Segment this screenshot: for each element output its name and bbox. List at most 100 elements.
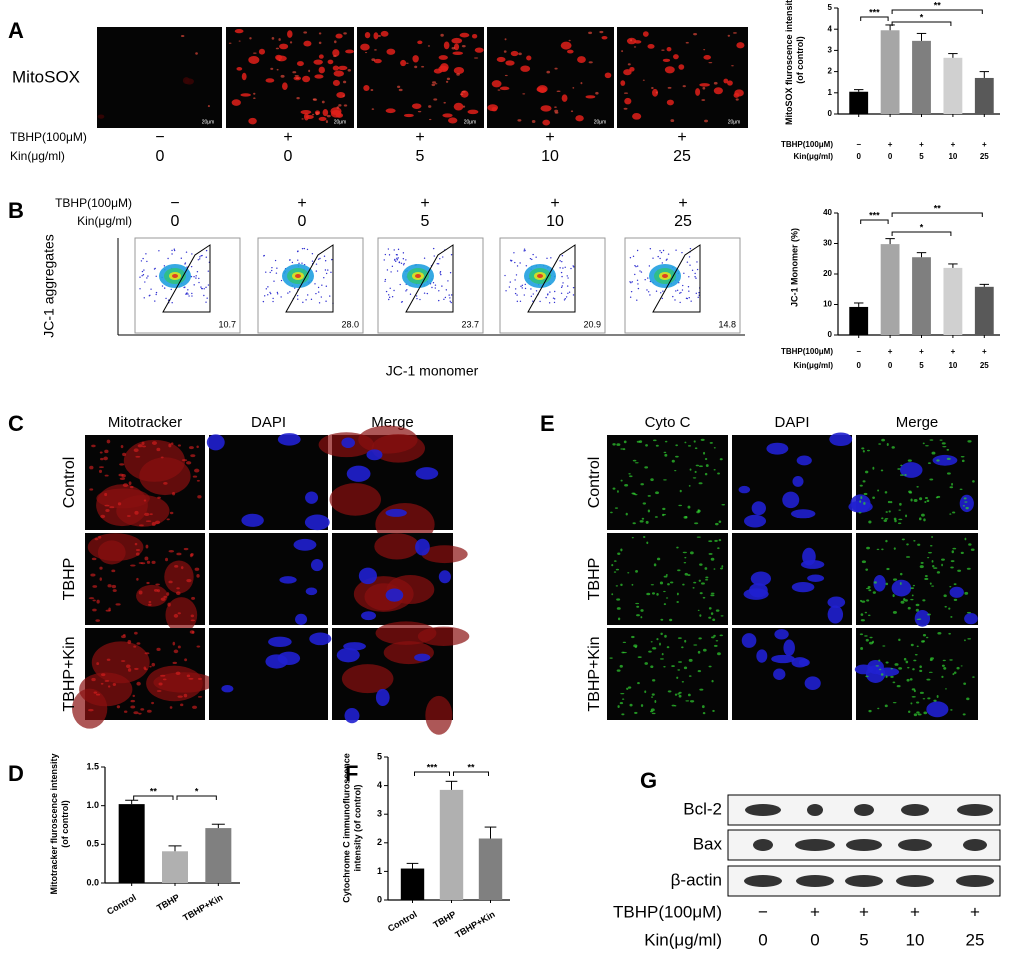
cell: [194, 468, 200, 473]
cell: [894, 519, 897, 523]
cell: [697, 670, 702, 673]
bar: [912, 40, 931, 114]
event-dot: [637, 283, 639, 285]
cell: [693, 440, 696, 443]
event-dot: [681, 251, 683, 254]
cell: [919, 497, 923, 501]
event-dot: [145, 253, 147, 255]
event-dot: [297, 298, 299, 300]
cell: [134, 667, 139, 670]
cell: [878, 668, 882, 671]
cell: [688, 658, 693, 662]
cell: [296, 96, 300, 100]
cell: [656, 592, 659, 596]
cell: [561, 94, 568, 102]
cell: [892, 681, 896, 684]
cell: [197, 677, 203, 680]
cell: [676, 601, 679, 604]
event-dot: [329, 295, 331, 297]
event-dot: [291, 261, 294, 264]
cell: [685, 41, 689, 44]
event-dot: [142, 257, 144, 260]
event-dot: [317, 258, 320, 260]
cell: [640, 609, 644, 612]
cell: [119, 477, 126, 480]
event-dot: [193, 276, 195, 278]
cell: [694, 522, 699, 525]
cell: [554, 109, 559, 113]
event-dot: [306, 294, 309, 296]
cell: [894, 663, 899, 666]
cell: [612, 487, 616, 490]
cell: [727, 34, 731, 37]
cell: [183, 547, 189, 551]
cell: [241, 513, 264, 527]
cell: [151, 662, 156, 667]
cell: [891, 579, 912, 597]
row-label: Control: [586, 457, 603, 509]
cell: [664, 66, 675, 74]
event-dot: [149, 294, 151, 297]
cell: [713, 81, 718, 85]
cell: [627, 686, 632, 689]
error-bar: [406, 862, 419, 869]
event-dot: [560, 292, 563, 295]
cell: [936, 571, 941, 574]
cell: [623, 440, 627, 444]
event-dot: [203, 294, 205, 297]
cell: [666, 646, 670, 649]
cell: [968, 543, 972, 546]
x-tick-label: −: [856, 347, 861, 356]
cell: [303, 112, 309, 121]
event-dot: [694, 276, 696, 278]
bar: [912, 257, 931, 335]
cell: [732, 32, 737, 34]
x-tick-label: +: [919, 140, 924, 149]
cell: [271, 36, 275, 40]
cell: [134, 510, 139, 515]
micrograph: [209, 628, 328, 720]
cell: [893, 517, 897, 521]
cell: [385, 588, 404, 602]
cell: [703, 451, 706, 455]
cell: [617, 490, 619, 493]
cell: [943, 594, 947, 598]
cell: [143, 499, 147, 502]
cell: [619, 702, 624, 705]
event-dot: [142, 274, 145, 276]
event-dot: [530, 295, 533, 298]
cell: [135, 455, 141, 458]
error-bar: [979, 71, 990, 78]
cell: [911, 688, 916, 691]
event-dot: [298, 262, 300, 265]
bar: [478, 838, 503, 900]
cell: [905, 660, 909, 664]
cell: [405, 62, 409, 65]
cell: [162, 678, 167, 681]
event-dot: [553, 301, 556, 304]
column-header: Mitotracker: [108, 414, 182, 431]
x-tick-label: 0: [888, 152, 893, 161]
cell: [228, 42, 232, 44]
scale-bar-label: 20μm: [594, 119, 607, 125]
treatment-label: +: [677, 129, 686, 146]
cell: [865, 568, 869, 571]
event-dot: [659, 257, 661, 260]
significance-bracket: [860, 16, 889, 21]
cell: [268, 636, 292, 648]
cell: [144, 652, 150, 655]
event-dot: [183, 286, 185, 289]
event-dot: [263, 255, 265, 257]
cell: [965, 506, 969, 510]
event-dot: [391, 296, 394, 298]
event-dot: [143, 297, 145, 299]
treatment-label: 25: [966, 930, 985, 949]
event-dot: [532, 253, 534, 256]
event-dot: [682, 284, 684, 287]
density: [295, 274, 301, 278]
gate: [527, 244, 576, 313]
cell: [438, 55, 448, 60]
event-dot: [508, 286, 511, 288]
cell: [910, 643, 914, 647]
cell: [136, 642, 141, 645]
